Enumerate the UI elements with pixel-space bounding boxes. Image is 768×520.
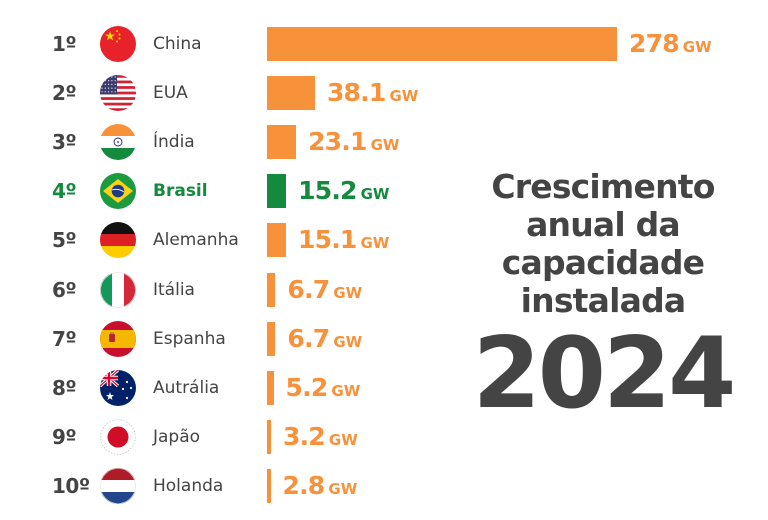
value-number: 23.1 (308, 127, 367, 157)
bar (267, 321, 276, 356)
ranking-row: 6º Itália 6.7 GW (0, 270, 768, 310)
chart-title-line-4: instalada (520, 281, 687, 320)
ranking-row: 5º Alemanha 15.1 GW (0, 220, 768, 260)
rank-label: 5º (52, 228, 77, 253)
country-label: Itália (153, 279, 195, 300)
value-number: 6.7 (287, 323, 330, 353)
bar (267, 272, 276, 307)
rank-label: 2º (52, 81, 77, 106)
value-unit: GW (331, 381, 361, 400)
value-label: 6.7 GW (287, 319, 362, 359)
germany-flag-icon (100, 222, 136, 259)
brazil-flag-icon (100, 173, 136, 210)
value-unit: GW (328, 479, 358, 498)
value-unit: GW (360, 185, 390, 204)
value-number: 6.7 (287, 274, 330, 304)
bar (267, 27, 617, 61)
value-unit: GW (333, 283, 363, 302)
value-number: 15.2 (298, 176, 357, 206)
australia-flag-icon (100, 369, 136, 406)
bar (267, 370, 274, 405)
value-label: 3.2 GW (283, 417, 358, 457)
chart-title-line-1: Crescimento (491, 167, 715, 206)
rank-label: 3º (52, 130, 77, 155)
value-unit: GW (360, 234, 390, 253)
value-number: 5.2 (285, 372, 329, 402)
italy-flag-icon (100, 271, 136, 308)
value-unit: GW (333, 332, 363, 351)
bar (267, 76, 315, 111)
bar (267, 125, 297, 160)
country-label: Espanha (153, 328, 226, 349)
bar (267, 223, 286, 258)
value-label: 15.1 GW (298, 220, 389, 260)
chart-year: 2024 (472, 317, 737, 431)
bar (267, 174, 287, 209)
rank-label: 9º (52, 424, 77, 449)
chart-title-line-2: anual da (526, 205, 681, 244)
value-label: 38.1 GW (327, 73, 418, 113)
value-unit: GW (370, 136, 400, 155)
value-label: 15.2 GW (298, 171, 389, 211)
value-number: 15.1 (298, 225, 357, 255)
value-label: 278 GW (629, 24, 712, 64)
ranking-row: 3º Índia 23.1 GW (0, 122, 768, 162)
country-label: Holanda (153, 475, 224, 496)
country-label: Autrália (153, 377, 220, 398)
value-number: 38.1 (326, 78, 386, 108)
ranking-row: 8º Autrália 5.2 GW (0, 368, 768, 408)
spain-flag-icon (100, 320, 136, 357)
rank-label: 7º (52, 326, 77, 351)
rank-label: 4º (52, 179, 77, 204)
value-number: 278 (629, 29, 680, 58)
ranking-row: 1º China 278 GW (0, 24, 768, 64)
country-label: Alemanha (153, 230, 239, 251)
rank-label: 6º (52, 277, 77, 302)
country-label: China (153, 34, 202, 54)
value-unit: GW (682, 38, 712, 56)
value-unit: GW (328, 430, 358, 449)
value-label: 5.2 GW (286, 368, 361, 408)
chart-title-block: Crescimento anual da capacidade instalad… (472, 167, 737, 431)
value-label: 23.1 GW (308, 122, 399, 162)
country-label: Índia (153, 132, 195, 153)
netherlands-flag-icon (100, 467, 136, 504)
ranking-row: 4º Brasil 15.2 GW (0, 171, 768, 211)
ranking-row: 10º Holanda 2.8 GW (0, 466, 768, 506)
bar (267, 468, 271, 503)
value-number: 3.2 (283, 421, 326, 451)
ranking-row: 2º EUA 38.1 GW (0, 73, 768, 113)
ranking-row: 7º Espanha 6.7 GW (0, 319, 768, 359)
value-number: 2.8 (282, 470, 326, 500)
rank-label: 10º (52, 473, 90, 498)
country-label: EUA (153, 83, 188, 104)
value-label: 6.7 GW (287, 270, 362, 310)
china-flag-icon (100, 26, 136, 62)
japan-flag-icon (100, 418, 136, 455)
chart-title-line-3: capacidade (501, 243, 705, 282)
country-label: Brasil (153, 181, 208, 202)
value-unit: GW (389, 87, 419, 106)
ranking-row: 9º Japão 3.2 GW (0, 417, 768, 457)
country-label: Japão (153, 426, 201, 447)
india-flag-icon (100, 124, 136, 161)
bar (267, 419, 272, 454)
rank-label: 1º (52, 32, 77, 56)
rank-label: 8º (52, 375, 77, 400)
usa-flag-icon (100, 75, 136, 112)
value-label: 2.8 GW (283, 466, 358, 506)
